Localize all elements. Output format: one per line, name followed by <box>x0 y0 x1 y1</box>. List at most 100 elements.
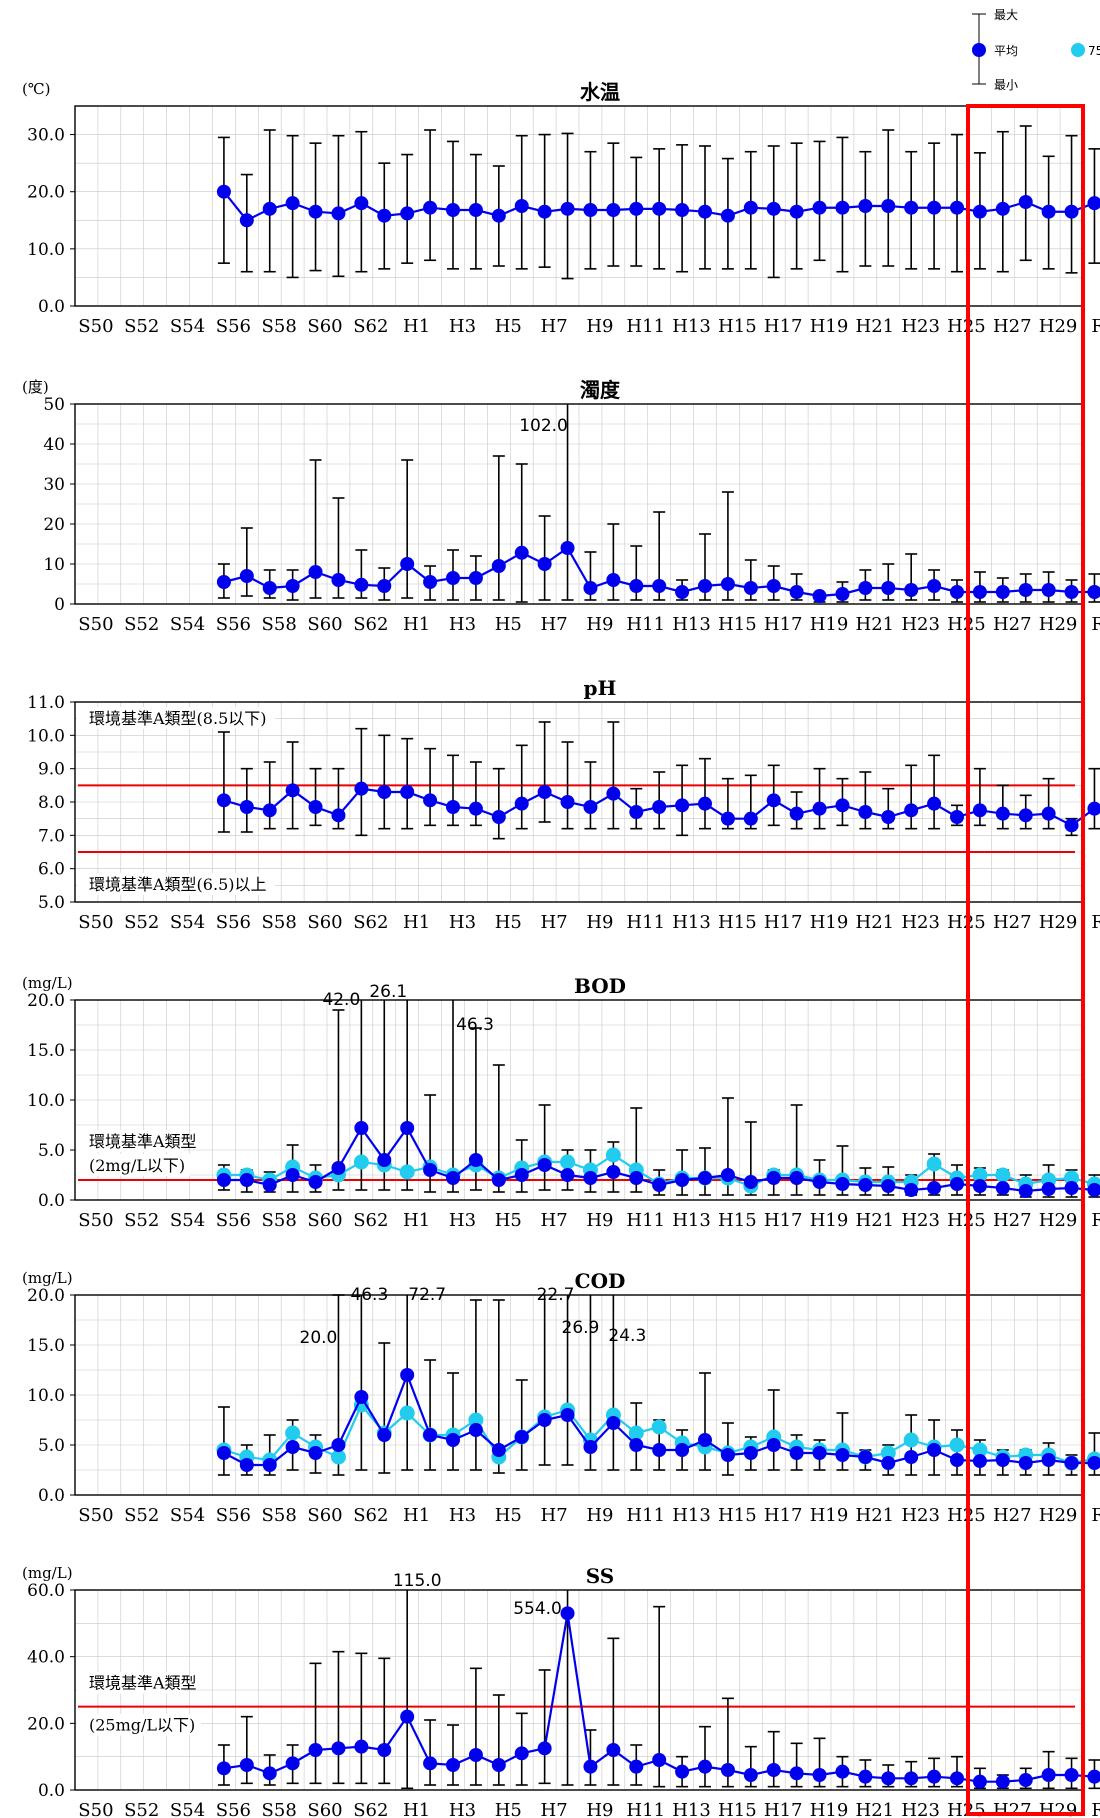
legend-p75-marker <box>1071 43 1085 57</box>
value-annotation: 46.3 <box>456 1015 494 1035</box>
y-tick-label: 8.0 <box>38 793 65 813</box>
standard-label-bg <box>77 1671 184 1694</box>
mean-point <box>972 1179 987 1193</box>
legend-mean-marker <box>972 43 986 57</box>
x-tick-label: S60 <box>307 1505 342 1526</box>
mean-point <box>537 1158 552 1172</box>
x-tick-label: R1 <box>1091 614 1100 635</box>
mean-point <box>835 587 850 601</box>
x-tick-label: H21 <box>856 912 895 933</box>
mean-point <box>950 1771 964 1786</box>
mean-point <box>331 206 346 221</box>
x-tick-label: S50 <box>78 1505 113 1526</box>
x-tick-label: H27 <box>993 316 1032 337</box>
x-tick-label: H29 <box>1039 1505 1078 1526</box>
mean-point <box>972 585 987 599</box>
x-tick-label: S60 <box>307 614 342 635</box>
mean-point <box>216 1761 231 1776</box>
x-tick-label: R1 <box>1091 912 1100 933</box>
mean-point <box>400 557 415 571</box>
mean-point <box>789 806 804 821</box>
mean-point <box>881 1456 896 1470</box>
y-axis-unit: (mg/L) <box>22 974 73 992</box>
x-tick-label: S54 <box>170 1505 205 1526</box>
mean-point <box>239 800 254 814</box>
x-tick-label: H17 <box>764 1210 803 1231</box>
mean-point <box>789 585 804 599</box>
mean-point <box>514 1746 529 1761</box>
legend: 最大 平均 75%値 最小 <box>972 8 1100 92</box>
mean-point <box>1064 204 1079 219</box>
mean-point <box>239 213 254 228</box>
mean-point <box>285 783 300 798</box>
mean-point <box>881 1771 896 1786</box>
mean-point <box>285 1440 300 1454</box>
value-annotation: 22.7 <box>537 1285 575 1305</box>
x-tick-label: H11 <box>626 1505 665 1526</box>
p75-point <box>605 1147 621 1163</box>
mean-point <box>216 575 231 589</box>
x-tick-label: H27 <box>993 1505 1032 1526</box>
x-tick-label: H1 <box>403 1505 430 1526</box>
x-tick-label: S62 <box>353 316 388 337</box>
chart-0: 0.0 10.0 20.0 30.0 S50 S52 S54 S56 S58 S60 S62 H1 H3… <box>22 80 1100 337</box>
mean-point <box>514 1430 529 1444</box>
y-tick-label: 5.0 <box>38 1141 65 1161</box>
y-axis-unit: (℃) <box>22 80 50 98</box>
mean-point <box>377 1428 392 1442</box>
x-tick-label: S62 <box>353 912 388 933</box>
y-axis-unit: (mg/L) <box>22 1269 73 1287</box>
mean-point <box>858 1450 873 1464</box>
mean-point <box>239 1758 254 1772</box>
p75-point <box>353 1154 369 1170</box>
mean-point <box>491 559 506 573</box>
mean-point <box>423 575 438 589</box>
mean-point <box>537 557 552 571</box>
mean-point <box>789 1446 804 1460</box>
mean-point <box>629 1438 644 1452</box>
mean-point <box>904 1183 919 1197</box>
x-tick-label: S62 <box>353 1800 388 1818</box>
x-tick-label: H15 <box>718 614 757 635</box>
chart-2: 5.0 6.0 7.0 8.0 9.0 10.0 11.0 S50 S52 S54 S56 S58 S6… <box>27 676 1100 933</box>
x-tick-label: H15 <box>718 1800 757 1818</box>
mean-point <box>858 1178 873 1192</box>
y-tick-label: 30.0 <box>27 126 65 146</box>
mean-point <box>262 1766 277 1781</box>
x-tick-label: H3 <box>449 614 476 635</box>
value-annotation: 554.0 <box>513 1599 562 1619</box>
mean-point <box>583 800 598 814</box>
mean-point <box>743 200 758 215</box>
x-tick-label: H19 <box>810 912 849 933</box>
mean-point <box>446 1433 460 1447</box>
x-tick-label: H11 <box>626 1210 665 1231</box>
mean-point <box>262 803 277 818</box>
mean-point <box>1018 808 1033 823</box>
value-annotation: 42.0 <box>322 990 360 1010</box>
x-tick-label: S58 <box>262 316 297 337</box>
mean-point <box>583 1171 598 1185</box>
value-annotation: 26.1 <box>369 982 407 1002</box>
p75-point <box>995 1167 1011 1183</box>
mean-point <box>606 1165 621 1179</box>
mean-point <box>1087 1769 1100 1784</box>
mean-point <box>308 1446 323 1460</box>
mean-point <box>927 1181 942 1195</box>
mean-point <box>652 1443 667 1457</box>
mean-point <box>423 200 438 215</box>
x-tick-label: R1 <box>1091 1210 1100 1231</box>
mean-point <box>766 1763 781 1777</box>
y-tick-label: 9.0 <box>38 760 65 780</box>
legend-min-label: 最小 <box>994 78 1018 92</box>
mean-point <box>835 1177 850 1191</box>
mean-point <box>881 199 896 213</box>
chart-5: 0.0 20.0 40.0 60.0 S50 S52 S54 S56 S58 S60 S62 H1 H3… <box>22 1564 1100 1818</box>
x-tick-label: H3 <box>449 912 476 933</box>
mean-point <box>766 579 781 593</box>
y-tick-label: 10.0 <box>27 240 65 260</box>
mean-point <box>698 579 712 593</box>
x-tick-label: H5 <box>495 1505 522 1526</box>
chart-title: pH <box>584 676 617 700</box>
mean-point <box>446 1171 460 1185</box>
